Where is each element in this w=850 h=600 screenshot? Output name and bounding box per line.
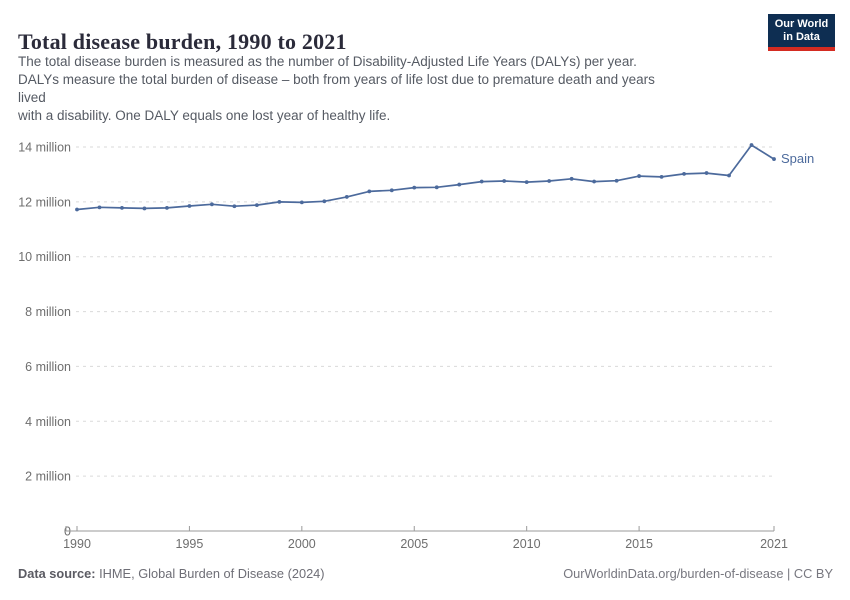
line-chart-canvas[interactable]: 14 million 12 million 10 million 8 million 6… [0, 130, 850, 560]
y-axis-tick-label: 2 million [25, 470, 71, 484]
y-axis-tick-label: 6 million [25, 360, 71, 374]
data-line-spain[interactable] [76, 144, 775, 211]
chart-area[interactable]: 14 million 12 million 10 million 8 million 6… [0, 130, 850, 560]
data-point[interactable] [277, 199, 282, 204]
owid-logo-line2: in Data [783, 30, 820, 43]
data-source-label: Data source: [18, 566, 96, 581]
y-axis-tick-label: 10 million [18, 250, 71, 264]
data-point[interactable] [187, 204, 192, 208]
owid-logo[interactable]: Our World in Data [768, 14, 835, 51]
data-point[interactable] [344, 195, 349, 199]
data-point[interactable] [75, 207, 79, 212]
x-axis-tick-label: 1995 [176, 537, 204, 551]
data-point[interactable] [479, 179, 484, 184]
data-point[interactable] [772, 157, 776, 161]
data-point[interactable] [637, 174, 641, 178]
data-point[interactable] [524, 180, 529, 185]
data-source-text: IHME, Global Burden of Disease (2024) [95, 566, 325, 581]
data-point[interactable] [322, 199, 327, 204]
data-point[interactable] [457, 182, 462, 187]
x-axis-tick-label: 2021 [760, 537, 788, 551]
data-point[interactable] [232, 204, 237, 209]
subtitle-line: The total disease burden is measured as … [18, 54, 637, 69]
data-point[interactable] [389, 188, 394, 193]
data-point[interactable] [165, 205, 169, 210]
page-title: Total disease burden, 1990 to 2021 [18, 28, 347, 54]
y-axis-tick-label: 8 million [25, 305, 71, 319]
x-axis-tick-label: 2005 [400, 537, 428, 551]
data-point[interactable] [614, 178, 619, 183]
data-point[interactable] [592, 179, 597, 184]
data-point[interactable] [547, 179, 552, 183]
data-point[interactable] [210, 202, 214, 207]
x-axis-tick-label: 2000 [288, 537, 316, 551]
series-label-spain[interactable]: Spain [781, 151, 814, 166]
subtitle-line: DALYs measure the total burden of diseas… [18, 72, 655, 87]
data-point[interactable] [682, 171, 686, 176]
chart-footer: Data source: IHME, Global Burden of Dise… [18, 566, 833, 581]
y-axis-tick-label: 4 million [25, 415, 71, 429]
data-point[interactable] [412, 185, 417, 190]
data-point[interactable] [704, 171, 709, 175]
owid-link[interactable]: OurWorldinData.org/burden-of-disease | C… [563, 566, 833, 581]
x-axis-tick-label: 2010 [513, 537, 541, 551]
data-point[interactable] [367, 189, 372, 194]
data-point[interactable] [659, 174, 664, 179]
data-source: Data source: IHME, Global Burden of Dise… [18, 566, 325, 581]
data-point[interactable] [97, 205, 102, 210]
data-point[interactable] [727, 173, 731, 178]
data-point[interactable] [120, 205, 124, 210]
x-axis-tick-label: 2015 [625, 537, 653, 551]
y-axis-tick-label: 14 million [18, 141, 71, 155]
data-point[interactable] [502, 179, 507, 183]
data-point[interactable] [569, 176, 574, 181]
subtitle-line: with a disability. One DALY equals one l… [18, 108, 391, 123]
data-point[interactable] [299, 200, 304, 205]
data-point[interactable] [142, 206, 147, 211]
data-point[interactable] [749, 143, 754, 147]
x-axis-tick-label: 1990 [63, 537, 91, 551]
y-axis-tick-label: 12 million [18, 195, 71, 209]
owid-logo-line1: Our World [774, 17, 829, 30]
subtitle-line: lived [18, 90, 46, 105]
data-point[interactable] [254, 203, 259, 208]
data-point[interactable] [434, 185, 439, 190]
chart-subtitle: The total disease burden is measured as … [18, 53, 758, 125]
